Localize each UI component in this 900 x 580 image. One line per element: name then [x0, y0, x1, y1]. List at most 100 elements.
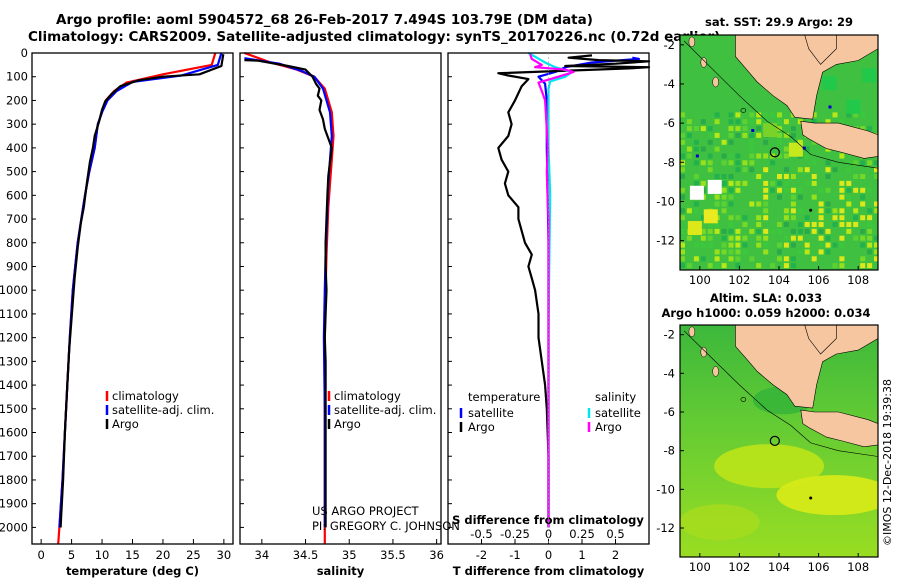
sst-pixel	[818, 201, 824, 207]
lon-tick-label: 102	[728, 273, 750, 287]
sst-pixel	[783, 235, 789, 241]
sst-pixel	[874, 249, 878, 255]
sst-pixel	[763, 235, 769, 241]
sst-pixel	[735, 180, 741, 186]
sst-pixel	[763, 249, 769, 255]
depth-tick-label: 1300	[0, 354, 28, 368]
x-tick-label: 25	[186, 548, 201, 562]
sst-pixel	[825, 242, 831, 248]
sst-pixel	[797, 194, 803, 200]
sst-pixel	[839, 187, 845, 193]
sst-pixel	[811, 174, 817, 179]
sst-pixel	[860, 242, 866, 248]
sst-block	[707, 179, 722, 194]
sst-pixel	[735, 256, 741, 262]
map-sst_map: 100 102 104 106 108 -2 -4 -6 -8 -10 -12 sat. SST: 2…	[656, 15, 879, 287]
series-argo	[59, 54, 225, 528]
sst-pixel	[749, 228, 755, 234]
sst-cold-pixel	[828, 105, 832, 109]
sst-pixel	[742, 119, 748, 125]
legend-label: climatology	[334, 389, 401, 403]
x-tick-label: 36	[429, 548, 444, 562]
sst-pixel	[693, 126, 699, 132]
sst-pixel	[735, 187, 741, 193]
sst-pixel	[707, 235, 713, 241]
sst-pixel	[860, 263, 866, 269]
x-tick-label: 5	[68, 548, 75, 562]
sst-pixel	[742, 242, 748, 248]
sst-pixel	[714, 263, 720, 269]
sst-pixel	[686, 208, 692, 214]
sst-pixel	[749, 112, 755, 118]
land-sumatra	[735, 35, 878, 120]
sst-pixel	[735, 249, 741, 255]
sst-pixel	[783, 187, 789, 193]
sst-pixel	[693, 139, 699, 145]
sst-pixel	[763, 167, 769, 173]
sst-pixel	[853, 174, 859, 179]
sst-pixel	[714, 249, 720, 255]
sst-pixel	[742, 235, 748, 241]
sst-pixel	[686, 126, 692, 132]
x2-tick-label: 0.5	[606, 527, 624, 541]
sst-pixel	[783, 208, 789, 214]
header-line1: Argo profile: aoml 5904572_68 26-Feb-201…	[56, 12, 593, 28]
sst-pixel	[721, 235, 727, 241]
sst-pixel	[763, 194, 769, 200]
sst-pixel	[728, 194, 734, 200]
sst-pixel	[846, 187, 852, 193]
sst-pixel	[728, 112, 734, 118]
lon-tick-label: 108	[847, 273, 869, 287]
depth-tick-label: 200	[6, 93, 28, 107]
sst-pixel	[790, 228, 796, 234]
island-christmas	[809, 496, 813, 500]
sst-pixel	[714, 194, 720, 200]
sst-pixel	[735, 160, 741, 166]
sst-pixel	[707, 160, 713, 166]
sla-high-blob	[714, 444, 825, 489]
sst-pixel	[680, 194, 685, 200]
sst-pixel	[714, 256, 720, 262]
lat-tick-label: -10	[656, 194, 675, 208]
sst-pixel	[763, 215, 769, 221]
x-tick-label: 2	[612, 548, 619, 562]
x2-tick-label: -0.25	[500, 527, 530, 541]
sst-pixel	[721, 174, 727, 179]
sst-pixel	[721, 194, 727, 200]
sst-pixel	[846, 228, 852, 234]
sst-pixel	[686, 235, 692, 241]
sst-pixel	[686, 132, 692, 138]
sst-pixel	[686, 153, 692, 159]
sst-pixel	[797, 187, 803, 193]
sst-pixel	[839, 235, 845, 241]
sst-pixel	[728, 187, 734, 193]
x-tick-label: 1	[578, 548, 585, 562]
sst-pixel	[735, 167, 741, 173]
sst-pixel	[853, 235, 859, 241]
sst-pixel	[867, 228, 873, 234]
argo-profile-marker	[769, 435, 780, 446]
sst-pixel	[777, 119, 782, 125]
sst-pixel	[797, 228, 803, 234]
sst-pixel	[770, 180, 776, 186]
sst-pixel	[804, 242, 810, 248]
sst-pixel	[853, 160, 859, 166]
sst-pixel	[680, 242, 685, 248]
sst-pixel	[839, 222, 845, 227]
x-tick-label: 20	[156, 548, 171, 562]
sst-pixel	[825, 187, 831, 193]
sst-pixel	[867, 235, 873, 241]
sst-pixel	[756, 228, 762, 234]
sst-pixel	[874, 256, 878, 262]
sst-pixel	[777, 180, 782, 186]
map-sla_map: 100 102 104 106 108 -2 -4 -6 -8 -10 -12 Altim. SLA:…	[656, 291, 879, 574]
sst-pixel	[735, 132, 741, 138]
sst-pixel	[825, 174, 831, 179]
sst-pixel	[867, 263, 873, 269]
sst-pixel	[700, 235, 706, 241]
panel-salinity: 34 34.5 35 35.5 36 salinity climatologysatelli…	[239, 51, 460, 578]
sst-pixel	[763, 201, 769, 207]
sst-pixel	[783, 132, 789, 138]
sst-pixel	[777, 139, 782, 145]
land-island	[712, 366, 719, 377]
